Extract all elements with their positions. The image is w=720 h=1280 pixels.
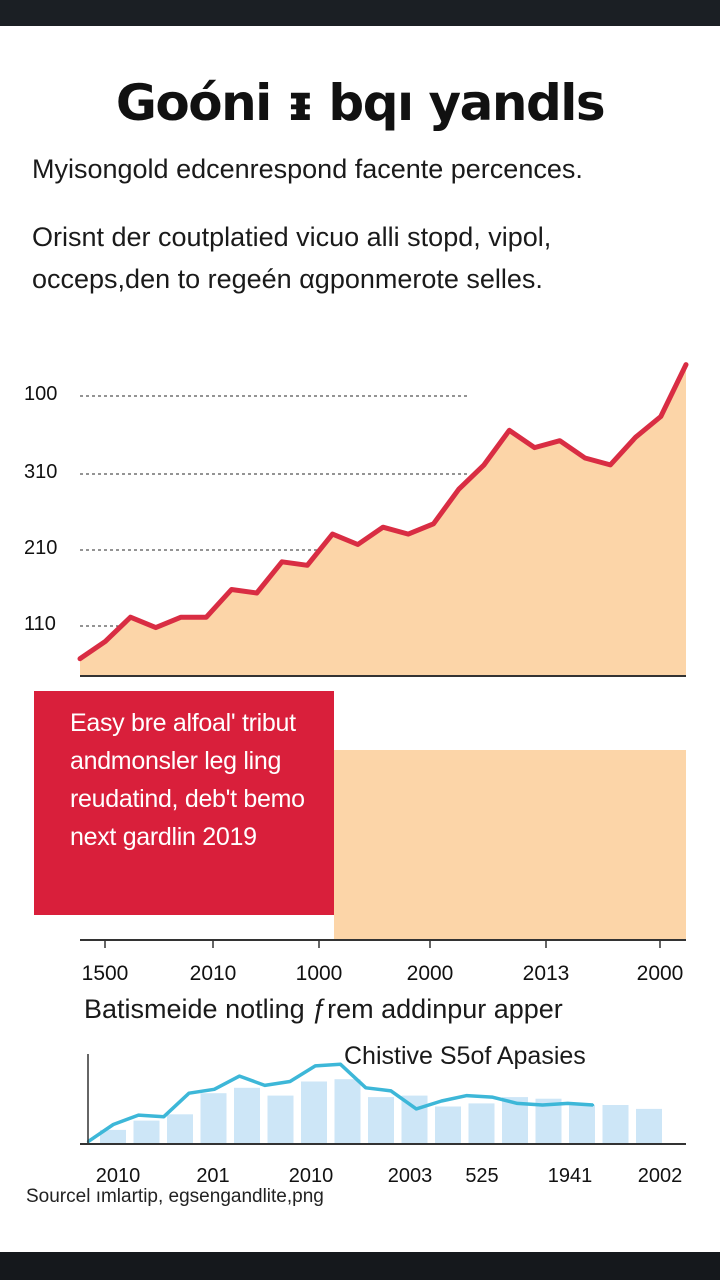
bar	[267, 1095, 294, 1144]
data-point-2	[591, 1103, 595, 1107]
bar	[435, 1106, 461, 1144]
x-tick-label-2: 2002	[638, 1165, 683, 1187]
data-point-2	[566, 1102, 569, 1105]
data-point	[204, 615, 208, 619]
data-point	[406, 532, 410, 536]
bar	[133, 1120, 160, 1144]
data-point	[482, 463, 486, 467]
data-point-2	[238, 1074, 241, 1078]
x-tick-label: 2000	[637, 962, 684, 985]
data-point-2	[213, 1088, 216, 1091]
x-tick-label: 2010	[190, 962, 237, 985]
chart2-annotation: Chistive S5of Apasies	[344, 1042, 586, 1070]
x-tick-label-2: 2010	[289, 1165, 334, 1187]
bar	[301, 1081, 327, 1144]
data-point	[331, 532, 334, 536]
data-point	[659, 415, 663, 418]
data-point	[634, 435, 637, 439]
bar	[200, 1093, 227, 1144]
data-point	[558, 439, 562, 443]
data-point-2	[339, 1063, 342, 1066]
x-tick-label-2: 1941	[548, 1165, 593, 1187]
y-tick-label: 310	[24, 461, 57, 483]
x-tick-label-2: 525	[465, 1165, 498, 1187]
data-point	[103, 639, 107, 643]
page-title: Goóni ᵻ bqı yandls	[115, 74, 606, 132]
x-tick-label-2: 2010	[96, 1165, 141, 1187]
data-point-2	[465, 1094, 468, 1097]
bar	[334, 1079, 361, 1144]
bar	[569, 1105, 595, 1144]
bar	[602, 1105, 629, 1144]
callout-text: Easy bre alfoal' tribut andmonsler leg l…	[70, 709, 305, 851]
data-point-2	[314, 1064, 317, 1068]
y-tick-label: 100	[24, 383, 57, 405]
area-fill	[80, 364, 686, 676]
page-description: Orisnt der coutplatied vicuo alli stopd,…	[32, 222, 552, 294]
data-point-2	[137, 1113, 140, 1117]
x-tick-label: 2013	[523, 962, 570, 985]
y-tick-label: 210	[24, 537, 57, 559]
data-point	[129, 615, 132, 619]
data-point	[280, 560, 284, 564]
data-point	[583, 456, 587, 460]
bar	[468, 1103, 495, 1144]
x-tick-label-2: 201	[196, 1165, 229, 1187]
data-point	[432, 522, 435, 526]
data-point-2	[490, 1095, 494, 1099]
data-point	[457, 487, 461, 491]
bottom-bar	[0, 1252, 720, 1280]
data-point	[230, 588, 233, 591]
bar	[234, 1087, 260, 1144]
data-point	[608, 463, 612, 467]
x-tick-label: 1500	[82, 962, 129, 985]
bar	[401, 1095, 428, 1144]
data-point	[533, 446, 536, 450]
data-point	[179, 615, 183, 619]
data-point-2	[541, 1103, 544, 1107]
data-point	[255, 591, 259, 595]
data-point	[78, 657, 82, 661]
page-subtitle: Myisongold edcenrespond facente percence…	[32, 154, 583, 184]
x-tick-label-2: 2003	[388, 1165, 433, 1187]
data-point-2	[415, 1107, 418, 1111]
data-point-2	[263, 1084, 266, 1087]
data-point-2	[288, 1080, 292, 1083]
data-point-2	[389, 1089, 393, 1093]
watermark: polinations.ai	[482, 1214, 702, 1252]
chart2-title: Batismeide notling ƒrem addinpur apper	[84, 994, 563, 1024]
area-lower-block	[334, 750, 686, 940]
bar	[636, 1108, 662, 1144]
callout-box	[34, 691, 334, 915]
data-point-2	[162, 1115, 165, 1118]
bar	[368, 1097, 394, 1144]
x-tick-label: 2000	[407, 962, 454, 985]
data-point-2	[516, 1102, 519, 1105]
bar-line-chart: 2010 201 2010 2003 525 1941 2002	[80, 1054, 686, 1187]
data-point-2	[187, 1092, 191, 1095]
x-tick-label: 1000	[296, 962, 343, 985]
bar	[167, 1114, 193, 1144]
bar	[100, 1129, 126, 1144]
data-point	[381, 525, 385, 529]
data-point-2	[440, 1099, 443, 1103]
area-chart: 100 310 210 110 1500 2010 1000 2000 2013 2000	[24, 362, 689, 985]
data-point-2	[112, 1123, 115, 1126]
source-note: Sourcel ımlartip, egsengandlite,png	[26, 1186, 324, 1207]
data-point	[356, 543, 360, 546]
data-point-2	[364, 1086, 367, 1090]
data-point	[154, 626, 158, 630]
data-point	[305, 563, 309, 567]
data-point	[507, 428, 511, 432]
data-point	[684, 363, 688, 367]
y-tick-label: 110	[24, 613, 56, 635]
